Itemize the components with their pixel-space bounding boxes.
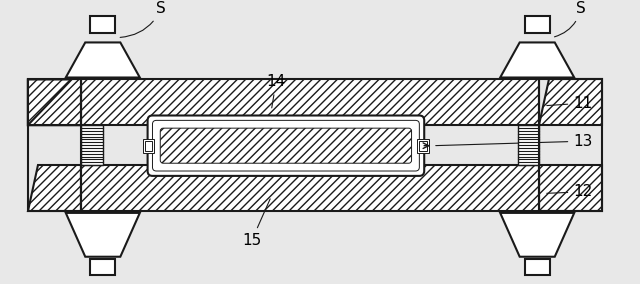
Polygon shape [539, 165, 602, 211]
Bar [90, 16, 115, 33]
FancyBboxPatch shape [152, 120, 419, 171]
Polygon shape [500, 213, 574, 257]
Polygon shape [81, 80, 539, 125]
Text: 14: 14 [266, 74, 285, 108]
Text: S: S [554, 1, 586, 37]
Polygon shape [66, 42, 140, 78]
Bar [419, 141, 427, 151]
Polygon shape [500, 42, 574, 78]
Bar [518, 125, 539, 165]
Bar [525, 16, 550, 33]
Text: 15: 15 [242, 199, 270, 248]
Polygon shape [28, 80, 81, 125]
FancyBboxPatch shape [160, 128, 412, 163]
Polygon shape [28, 80, 81, 125]
Polygon shape [66, 213, 140, 257]
Polygon shape [81, 165, 539, 211]
Text: S: S [120, 1, 166, 37]
Text: 13: 13 [436, 134, 593, 149]
Bar [145, 141, 152, 151]
Polygon shape [28, 165, 81, 211]
Bar [90, 259, 115, 275]
Polygon shape [539, 80, 602, 125]
Text: 11: 11 [547, 96, 593, 111]
Bar [539, 80, 602, 211]
Bar [28, 80, 81, 211]
Text: 12: 12 [547, 184, 593, 199]
FancyBboxPatch shape [148, 116, 424, 176]
Bar [143, 139, 154, 153]
Polygon shape [539, 165, 602, 211]
Bar [525, 259, 550, 275]
Bar [81, 125, 103, 165]
Bar [417, 139, 429, 153]
